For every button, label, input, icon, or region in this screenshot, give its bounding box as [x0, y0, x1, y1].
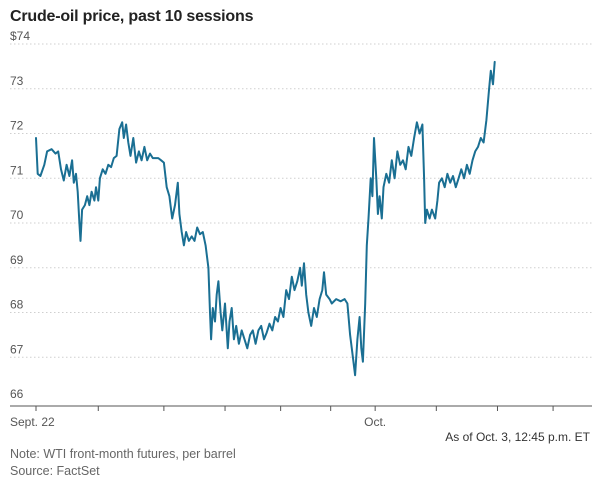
- y-tick-label: 67: [10, 342, 24, 356]
- y-tick-label: 70: [10, 208, 24, 222]
- series-group: [35, 60, 496, 377]
- y-tick-label: 71: [10, 163, 24, 177]
- y-axis-labels: $74 73 72 71 70 69 68 67 66: [10, 29, 30, 401]
- y-tick-label: 66: [10, 387, 24, 401]
- x-axis: Sept. 22 Oct.: [10, 405, 592, 429]
- y-tick-label: $74: [10, 29, 30, 43]
- as-of-timestamp: As of Oct. 3, 12:45 p.m. ET: [445, 430, 590, 444]
- y-tick-label: 73: [10, 74, 24, 88]
- chart-source: Source: FactSet: [10, 464, 100, 478]
- chart-title: Crude-oil price, past 10 sessions: [10, 8, 254, 25]
- line-chart: $74 73 72 71 70 69 68 67 66 Sept. 22 Oct.: [10, 29, 592, 429]
- chart-note: Note: WTI front-month futures, per barre…: [10, 447, 236, 461]
- y-tick-label: 72: [10, 119, 24, 133]
- y-tick-label: 69: [10, 253, 24, 267]
- gridlines: [10, 43, 592, 358]
- series-line: [35, 60, 496, 377]
- x-tick-label: Oct.: [364, 415, 386, 429]
- x-tick-label: Sept. 22: [10, 415, 55, 429]
- y-tick-label: 68: [10, 298, 24, 312]
